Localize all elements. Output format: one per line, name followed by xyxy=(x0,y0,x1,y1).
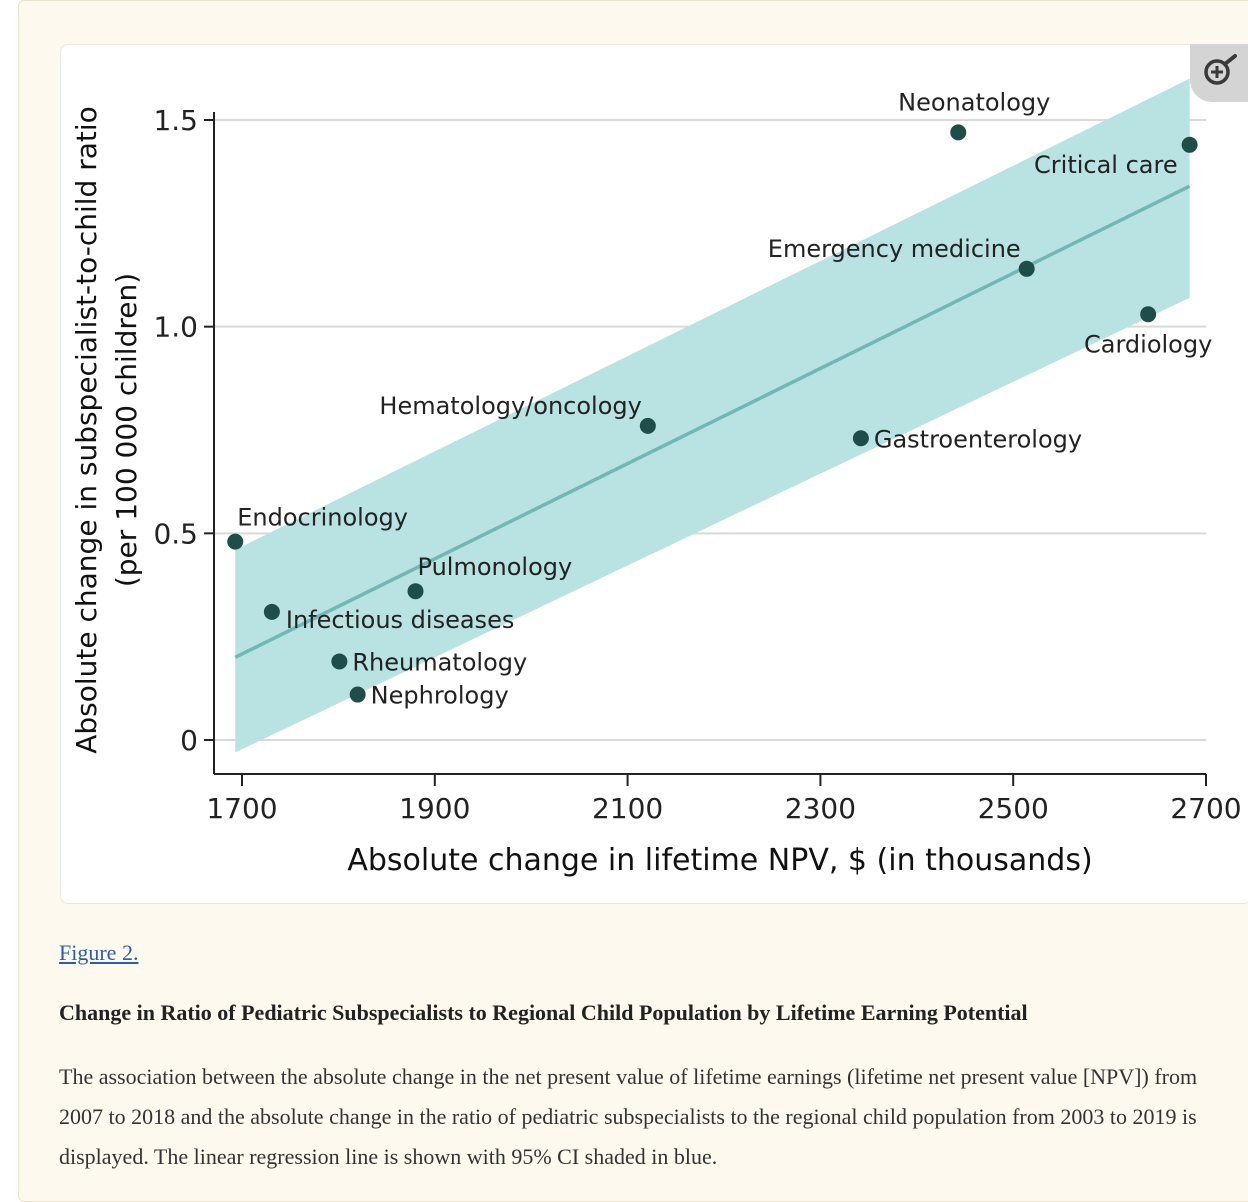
data-label-hematology-oncology: Hematology/oncology xyxy=(379,392,641,420)
data-point-pulmonology xyxy=(407,583,424,600)
figure-title: Change in Ratio of Pediatric Subspeciali… xyxy=(59,1000,1028,1025)
x-tick-label: 1900 xyxy=(399,792,470,825)
scatter-chart: 0 0.5 1.0 1.5 1700 1900 2100 2300 2500 2700 Absolu… xyxy=(70,78,1242,878)
y-axis-title: Absolute change in subspecialist-to-chil… xyxy=(70,106,103,754)
data-point-gastroenterology xyxy=(852,430,869,447)
figure-description: The association between the absolute cha… xyxy=(59,1064,1198,1169)
data-label-infectious-diseases: Infectious diseases xyxy=(286,606,514,634)
data-point-endocrinology xyxy=(227,533,244,550)
y-tick-label: 1.0 xyxy=(153,311,198,344)
data-point-infectious-diseases xyxy=(263,603,280,620)
data-label-gastroenterology: Gastroenterology xyxy=(874,425,1082,453)
data-point-critical-care xyxy=(1181,136,1198,153)
y-tick-label: 0.5 xyxy=(153,517,198,550)
x-axis-title: Absolute change in lifetime NPV, $ (in t… xyxy=(347,843,1092,878)
x-tick-label: 2700 xyxy=(1170,792,1241,825)
data-label-critical-care: Critical care xyxy=(1034,151,1178,179)
data-label-endocrinology: Endocrinology xyxy=(237,504,408,532)
regression-line xyxy=(234,184,1191,659)
data-point-neonatology xyxy=(950,124,967,141)
x-tick-label: 2300 xyxy=(785,792,856,825)
zoom-button[interactable] xyxy=(1190,44,1248,102)
y-axis-subtitle: (per 100 000 children) xyxy=(110,273,143,587)
data-point-hematology-oncology xyxy=(639,417,656,434)
data-label-cardiology: Cardiology xyxy=(1084,330,1212,358)
data-point-rheumatology xyxy=(331,653,348,670)
x-tick-label: 1700 xyxy=(206,792,277,825)
x-tick-label: 2500 xyxy=(978,792,1049,825)
zoom-in-icon xyxy=(1204,54,1237,85)
x-tick-label: 2100 xyxy=(592,792,663,825)
y-tick-label: 1.5 xyxy=(153,104,198,137)
data-point-cardiology xyxy=(1140,306,1157,323)
data-label-rheumatology: Rheumatology xyxy=(352,648,527,676)
y-tick-label: 0 xyxy=(180,724,198,757)
figure-link[interactable]: Figure 2. xyxy=(59,940,139,965)
data-point-nephrology xyxy=(349,686,366,703)
data-label-emergency-medicine: Emergency medicine xyxy=(768,235,1021,263)
confidence-band xyxy=(235,78,1190,753)
data-label-pulmonology: Pulmonology xyxy=(418,553,573,581)
data-label-neonatology: Neonatology xyxy=(898,88,1050,116)
data-label-nephrology: Nephrology xyxy=(371,682,509,710)
data-point-emergency-medicine xyxy=(1018,260,1035,277)
